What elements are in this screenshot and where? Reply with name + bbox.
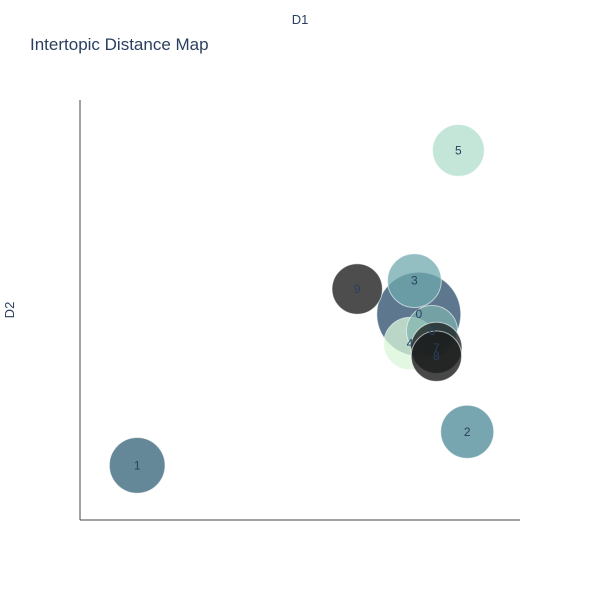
topic-bubble-2[interactable]	[440, 404, 495, 459]
x-axis-title: D1	[292, 12, 309, 27]
bubble-label-layer: 0 1 2 3 4 5 6 78 9	[134, 143, 471, 472]
topic-label-2: 2	[464, 425, 471, 439]
topic-label-4: 4	[407, 337, 414, 351]
topic-bubble-1[interactable]	[108, 437, 166, 494]
topic-label-9: 9	[354, 282, 361, 296]
topic-label-1: 1	[134, 458, 141, 472]
chart-title: Intertopic Distance Map	[30, 35, 209, 54]
topic-bubble-9[interactable]	[331, 263, 383, 315]
bubble-layer	[108, 124, 495, 494]
topic-bubble-3[interactable]	[387, 253, 442, 308]
topic-label-6: 6	[429, 324, 436, 338]
topic-bubble-8[interactable]	[410, 330, 463, 382]
topic-label-5: 5	[455, 143, 462, 157]
topic-label-7: 7	[433, 341, 440, 355]
topic-bubble-5[interactable]	[432, 124, 485, 177]
topic-label-8: 8	[433, 349, 440, 363]
topic-label-0: 0	[415, 307, 422, 321]
y-axis-title: D2	[2, 302, 17, 319]
topic-label-3: 3	[411, 274, 418, 288]
